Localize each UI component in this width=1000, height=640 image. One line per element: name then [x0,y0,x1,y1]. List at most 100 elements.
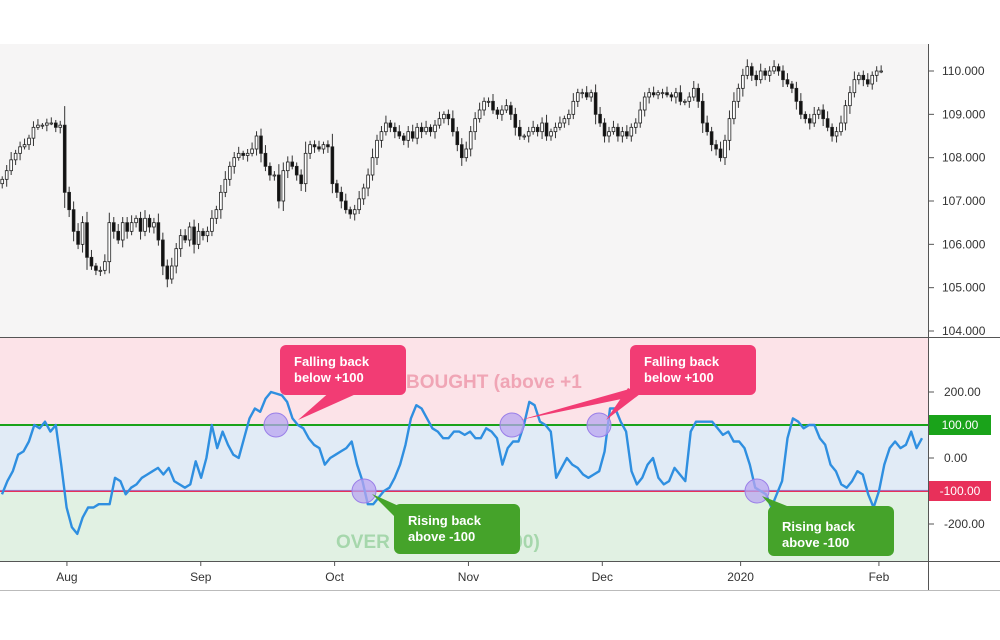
candle-body [201,230,205,237]
candle-body [178,235,183,250]
candle-body [589,92,593,98]
time-tick-label: Sep [190,570,212,584]
candle-body [419,126,424,133]
candle-body [825,118,830,128]
candle-body [205,230,210,237]
price-pane [0,44,928,337]
candle-body [442,113,446,120]
candle-body [790,83,794,89]
candle-body [147,217,152,228]
annotation-rising-1-line1: Rising back [408,513,482,528]
candle-body [812,113,817,124]
candle-body [874,70,879,76]
candle-body [397,131,402,137]
candle-body [616,126,620,137]
candle-body [531,126,535,133]
candle-body [36,124,40,128]
candle-body [361,187,366,200]
candle-body [424,126,428,133]
candle-body [303,152,308,185]
cci-level-badge-label: 100.00 [942,418,979,432]
candle-body [259,135,263,154]
candle-body [352,209,357,215]
price-tick-label: 107.000 [942,194,986,208]
candle-body [406,131,411,141]
candle-body [821,109,825,120]
candle-body [169,265,174,280]
candle-body [13,152,18,161]
candle-body [870,74,875,85]
crossing-marker [263,412,289,438]
crossing-marker [586,412,612,438]
candle-body [535,126,540,133]
annotation-rising-2: Rising back above -100 [762,496,894,556]
candle-body [285,161,290,172]
candle-body [625,131,629,137]
candle-body [598,113,602,124]
candle-body [250,148,254,154]
candle-body [687,96,692,102]
candle-body [254,135,259,150]
cci-level-lines [0,424,928,492]
candle-body [544,122,549,137]
candle-body [593,92,598,115]
candle-body [437,118,442,126]
candle-body [459,144,464,159]
candle-body [152,222,156,228]
price-tick-label: 109.000 [942,107,986,121]
annotation-falling-2-line2: below +100 [644,370,714,385]
candle-body [330,146,335,185]
candle-body [879,70,883,73]
candle-body [799,100,803,115]
candle-body [214,209,219,219]
candle-body [674,92,678,98]
time-tick-label: 2020 [727,570,754,584]
candle-body [745,66,750,76]
candle-body [607,131,611,137]
candle-body [781,70,785,81]
candle-body [85,222,89,258]
candle-body [451,118,455,133]
candle-body [642,96,647,111]
candle-body [290,161,295,167]
candle-body [486,100,491,103]
candle-body [754,74,759,81]
candle-body [732,100,736,120]
candle-body [763,70,767,76]
price-tick-label: 104.000 [942,324,986,338]
candle-body [384,122,388,133]
candle-body [165,265,170,280]
candle-body [40,124,45,127]
candle-body [45,122,49,126]
candle-body [660,92,665,95]
price-axis: 110.000 109.000 108.000 107.000 106.000 105.0… [928,64,986,338]
candle-body [27,137,31,146]
candle-body [767,70,772,76]
time-tick-label: Dec [592,570,613,584]
time-tick-label: Aug [56,570,77,584]
candle-body [415,126,419,139]
candle-body [700,100,705,124]
time-tick-label: Oct [325,570,344,584]
candle-body [401,135,406,141]
annotation-rising-2-line1: Rising back [782,519,856,534]
candle-body [335,183,339,193]
candle-body [522,135,527,138]
candle-body [111,222,116,232]
candle-body [357,198,361,211]
candle-body [187,226,192,241]
annotation-falling-1-line2: below +100 [294,370,364,385]
candle-body [210,217,214,232]
candle-body [348,209,353,215]
candle-body [633,122,638,128]
candle-body [107,222,112,263]
candle-body [317,146,321,150]
candle-body [736,87,741,102]
candle-body [272,174,277,177]
candle-body [388,122,393,128]
time-axis: Aug Sep Oct Nov Dec 2020 Feb [56,561,890,584]
candle-body [49,122,54,125]
candle-body [504,105,509,111]
candle-body [71,209,76,232]
crossing-markers [263,412,770,504]
